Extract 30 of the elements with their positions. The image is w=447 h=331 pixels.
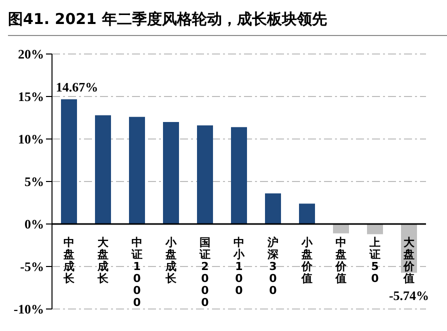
bar bbox=[299, 204, 315, 224]
y-tick-label: -5% bbox=[20, 259, 44, 274]
bar bbox=[231, 127, 247, 224]
x-tick-label: 小盘价值 bbox=[300, 236, 314, 285]
bar bbox=[265, 193, 281, 224]
x-tick-label: 大盘价值 bbox=[402, 236, 416, 285]
data-label: 14.67% bbox=[56, 79, 98, 94]
bar bbox=[333, 224, 349, 234]
bar bbox=[163, 122, 179, 224]
chart-title: 图41. 2021 年二季度风格轮动，成长板块领先 bbox=[8, 8, 447, 36]
y-tick-label: 10% bbox=[18, 132, 44, 147]
x-tick-label: 国证2000 bbox=[198, 236, 210, 309]
bar bbox=[197, 125, 213, 224]
data-label: -5.74% bbox=[388, 288, 430, 303]
y-tick-label: -10% bbox=[14, 302, 44, 317]
bar bbox=[95, 115, 111, 224]
x-tick-label: 中小100 bbox=[232, 236, 246, 297]
x-tick-label: 沪深300 bbox=[266, 236, 280, 297]
y-tick-label: 15% bbox=[18, 89, 44, 104]
x-tick-label: 小盘成长 bbox=[164, 236, 178, 285]
x-tick-label: 上证50 bbox=[368, 236, 380, 285]
x-tick-label: 大盘成长 bbox=[96, 236, 110, 285]
bar bbox=[61, 99, 77, 224]
x-tick-label: 中盘价值 bbox=[334, 236, 348, 285]
x-tick-label: 中盘成长 bbox=[62, 236, 76, 285]
y-tick-label: 0% bbox=[24, 216, 44, 232]
bar bbox=[129, 116, 145, 224]
y-tick-label: 20% bbox=[18, 46, 44, 62]
x-tick-label: 中证1000 bbox=[130, 236, 142, 309]
y-tick-label: 5% bbox=[24, 174, 44, 190]
